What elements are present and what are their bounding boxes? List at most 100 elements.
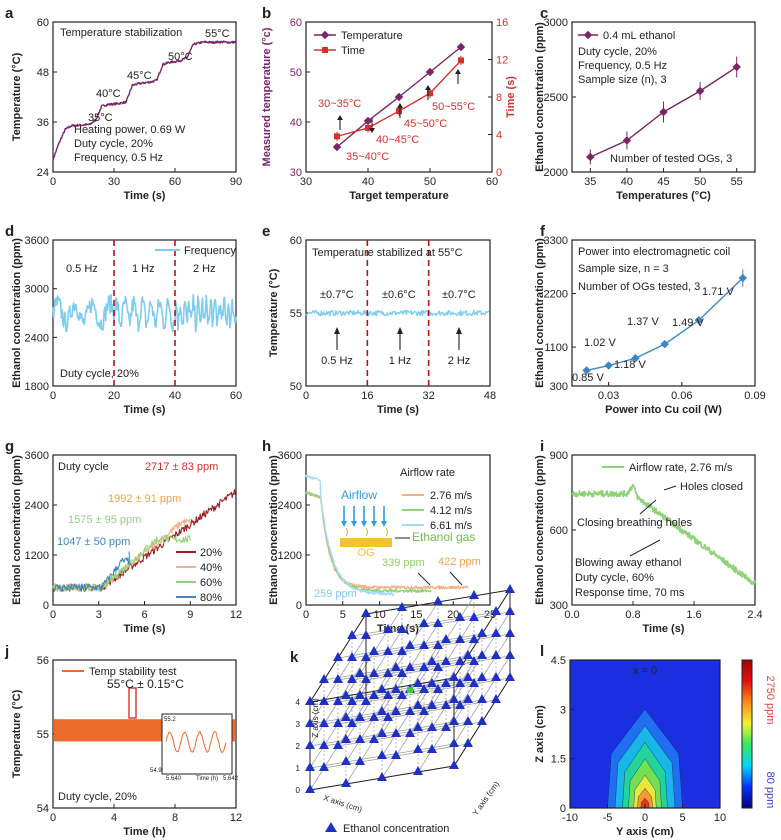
- z-tick-label: 0: [296, 786, 301, 795]
- concentration-marker: [419, 706, 429, 715]
- y-axis-label: Z axis (cm): [534, 705, 546, 763]
- y-tick-label: 3: [560, 704, 566, 716]
- annotation: 40°C: [96, 88, 121, 100]
- concentration-marker: [413, 744, 423, 753]
- x-axis-label: X axis (cm): [322, 793, 363, 814]
- legend-label: 2.76 m/s: [430, 490, 473, 502]
- concentration-marker: [341, 756, 351, 765]
- concentration-marker: [455, 634, 465, 643]
- airflow-trace: [571, 483, 756, 586]
- concentration-marker: [355, 712, 365, 721]
- y-tick-label: 55: [37, 729, 49, 741]
- panel-label: d: [5, 223, 14, 240]
- x-tick-label: 0.03: [598, 390, 619, 402]
- y-axis-label: Temperature (°C): [268, 268, 280, 357]
- annotation: Frequency, 0.5 Hz: [578, 60, 667, 72]
- concentration-marker: [469, 678, 479, 687]
- annotation: 45°C: [127, 70, 152, 82]
- concentration-marker: [333, 740, 343, 749]
- concentration-marker: [427, 744, 437, 753]
- concentration-marker: [491, 694, 501, 703]
- concentration-marker: [377, 728, 387, 737]
- arrow-head: [425, 85, 431, 90]
- x-axis-label: Temperatures (°C): [616, 190, 711, 202]
- concentration-marker: [455, 678, 465, 687]
- data-point: [604, 361, 613, 370]
- x-tick-label: 60: [169, 176, 181, 188]
- y2-tick-label: 16: [496, 17, 508, 29]
- y-axis-label: Ethanol concentration (ppm): [534, 238, 546, 388]
- x-axis-label: Time (h): [123, 826, 166, 838]
- annotation: 50~55°C: [432, 101, 475, 113]
- annotation: Airflow rate: [400, 467, 455, 479]
- legend-marker: [320, 30, 330, 40]
- annotation: ±0.7°C: [442, 289, 476, 301]
- concentration-marker: [463, 650, 473, 659]
- x-tick-label: 48: [484, 390, 496, 402]
- x-tick-label: 0.8: [625, 609, 640, 621]
- y-tick-label: 1.5: [551, 754, 566, 766]
- annotation: 40~45°C: [376, 134, 419, 146]
- legend-label: Temperature: [341, 30, 403, 42]
- legend-label: Temp stability test: [89, 666, 176, 678]
- y-tick-label: 36: [37, 117, 49, 129]
- annotation: Blowing away ethanol: [575, 557, 681, 569]
- x-tick-label: 20: [108, 390, 120, 402]
- data-point: [694, 316, 704, 325]
- concentration-marker: [319, 762, 329, 771]
- x-tick-label: 20: [447, 609, 459, 621]
- time-point: [365, 124, 371, 131]
- concentration-marker: [391, 750, 401, 759]
- duty-cycle-trace: [52, 518, 191, 592]
- concentration-marker: [419, 662, 429, 671]
- z-tick-label: 2: [296, 742, 301, 751]
- concentration-marker: [305, 740, 315, 749]
- concentration-marker: [469, 612, 479, 621]
- y-axis-label: Temperature (°C): [11, 52, 23, 141]
- panel-label: c: [540, 5, 548, 22]
- y-tick-label: 2200: [544, 289, 568, 301]
- concentration-marker: [427, 678, 437, 687]
- colorbar: [741, 659, 753, 809]
- concentration-marker: [305, 718, 315, 727]
- y-tick-label: 300: [550, 381, 568, 393]
- legend-label: 40%: [200, 562, 222, 574]
- annotation: 35°C: [88, 112, 113, 124]
- y-axis-label: Temperature (°C): [11, 689, 23, 778]
- x-axis-label: Power into Cu coil (W): [605, 404, 722, 416]
- y-tick-label: 1200: [278, 550, 302, 562]
- temperature-point: [456, 42, 466, 52]
- concentration-marker: [455, 612, 465, 621]
- concentration-marker: [449, 672, 459, 681]
- concentration-marker: [477, 694, 487, 703]
- concentration-marker: [463, 716, 473, 725]
- concentration-marker: [333, 652, 343, 661]
- zoom-box: [128, 687, 137, 719]
- annotation: Airflow: [341, 488, 377, 502]
- duty-cycle-trace: [52, 489, 236, 592]
- y-tick-label: 1800: [25, 381, 49, 393]
- x-tick-label: 12: [230, 812, 242, 824]
- plot-frame: [571, 239, 756, 387]
- x-tick-label: 10: [714, 812, 726, 824]
- airflow-arrow-head: [371, 521, 377, 527]
- x-tick-label: 6: [141, 609, 147, 621]
- concentration-marker: [413, 766, 423, 775]
- arrow-head: [397, 327, 403, 334]
- annotation: OG: [357, 547, 374, 559]
- y-tick-label: 2400: [25, 500, 49, 512]
- y-tick-label: 4.5: [551, 655, 566, 667]
- concentration-marker: [449, 738, 459, 747]
- legend-marker: [325, 822, 337, 832]
- concentration-marker: [449, 760, 459, 769]
- annotation: 0.5 Hz: [321, 355, 353, 367]
- data-point: [660, 339, 669, 349]
- x-tick-label: 90: [230, 176, 242, 188]
- legend-label: 0.4 mL ethanol: [603, 30, 675, 42]
- arrow-head: [397, 103, 403, 108]
- x-axis-label: Time (s): [643, 623, 685, 635]
- concentration-marker: [449, 694, 459, 703]
- annotation: 55°C: [205, 28, 230, 40]
